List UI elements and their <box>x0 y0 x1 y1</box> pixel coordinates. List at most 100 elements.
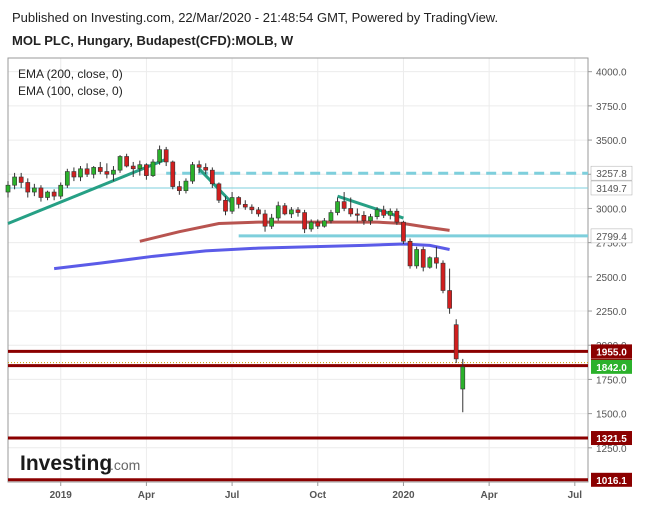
x-tick-label: Apr <box>481 490 498 501</box>
candle-body <box>341 201 347 209</box>
candle-body <box>203 167 209 171</box>
candle-body <box>453 324 459 360</box>
y-tick-label: 3750.0 <box>596 102 627 113</box>
candle-body <box>78 168 83 178</box>
level-label-box <box>590 180 633 196</box>
level-label-box <box>591 344 632 359</box>
candle-body <box>256 209 261 215</box>
candle-body <box>209 169 215 185</box>
x-tick-label: Apr <box>138 490 155 501</box>
candle-body <box>328 212 334 222</box>
candle-body <box>242 204 248 208</box>
candle-body <box>183 180 189 191</box>
level-label-box <box>590 228 633 244</box>
candle-body <box>295 209 301 213</box>
candle-body <box>374 209 380 217</box>
candle-body <box>38 187 44 198</box>
candle-body <box>190 164 195 182</box>
plot-area: 4000.03750.03500.03250.03000.02750.02500… <box>5 57 633 501</box>
candle-body <box>414 249 419 267</box>
candle-body <box>381 209 387 216</box>
y-tick-label: 2750.0 <box>596 239 627 250</box>
candle-body <box>262 213 268 227</box>
candle-body <box>32 187 37 193</box>
candle-body <box>223 199 228 212</box>
candle-body <box>163 149 169 163</box>
candle-body <box>170 161 176 187</box>
candle-body <box>84 168 90 175</box>
candle-body <box>130 165 136 170</box>
candle-body <box>71 171 77 178</box>
candle-body <box>460 366 466 390</box>
candle-body <box>18 176 24 183</box>
candle-body <box>335 201 340 213</box>
x-tick-label: 2019 <box>50 490 73 501</box>
candle-body <box>196 164 202 168</box>
candle-body <box>282 205 288 215</box>
plot-frame <box>7 57 589 483</box>
candle-body <box>407 240 413 267</box>
candle-body <box>25 182 31 193</box>
candle-body <box>137 164 143 170</box>
candle-body <box>315 221 321 227</box>
candle-body <box>124 156 129 167</box>
symbol-title: MOL PLC, Hungary, Budapest(CFD):MOLB, W <box>12 33 294 48</box>
y-tick-label: 1500.0 <box>596 410 627 421</box>
y-tick-label: 3500.0 <box>596 136 627 147</box>
candle-body <box>12 176 17 186</box>
candle-body <box>289 209 294 215</box>
level-label: 1321.5 <box>596 434 627 445</box>
level-label-box <box>591 472 632 487</box>
level-label: 1016.1 <box>596 476 627 487</box>
candle-body <box>64 171 70 186</box>
candle-body <box>91 167 97 175</box>
candle-body <box>387 210 393 216</box>
last-price-label: 1842.0 <box>596 363 627 374</box>
publish-info: Published on Investing.com, 22/Mar/2020 … <box>12 10 498 25</box>
level-label: 1955.0 <box>596 347 627 358</box>
y-tick-label: 4000.0 <box>596 68 627 79</box>
last-price-label-box <box>591 359 632 374</box>
legend-ema100: EMA (100, close, 0) <box>18 84 123 98</box>
x-tick-label: Oct <box>309 490 326 501</box>
candle-body <box>308 221 314 230</box>
x-tick-label: Jul <box>225 490 240 501</box>
candle-body <box>150 161 156 176</box>
candle-body <box>216 183 222 201</box>
candle-body <box>144 164 149 176</box>
svg-text:.com: .com <box>110 457 140 473</box>
y-tick-label: 2500.0 <box>596 273 627 284</box>
y-tick-label: 1750.0 <box>596 375 627 386</box>
candle-body <box>302 212 307 230</box>
candle-body <box>97 167 103 172</box>
candle-body <box>229 197 235 212</box>
candle-body <box>401 221 406 242</box>
candle-body <box>420 249 426 268</box>
candle-body <box>249 206 255 211</box>
investing-logo: Investing .com <box>20 452 140 475</box>
candle-body <box>45 191 50 198</box>
candle-body <box>177 186 182 191</box>
level-label: 3257.8 <box>596 169 627 180</box>
level-label-box <box>590 165 633 181</box>
trendline <box>198 167 234 205</box>
candle-body <box>5 184 11 193</box>
level-label-box <box>591 431 632 446</box>
x-tick-label: Jul <box>568 490 583 501</box>
candle-body <box>111 169 116 175</box>
candle-body <box>427 257 433 268</box>
candle-body <box>368 216 373 222</box>
candle-body <box>394 210 400 223</box>
candle-body <box>434 257 439 264</box>
candle-body <box>322 220 327 227</box>
svg-text:Investing: Investing <box>20 452 112 475</box>
candle-body <box>117 156 123 171</box>
candle-body <box>58 184 64 197</box>
candle-body <box>51 191 57 197</box>
candle-body <box>236 197 242 205</box>
candle-body <box>269 217 274 227</box>
candle-body <box>447 290 452 309</box>
y-tick-label: 2250.0 <box>596 307 627 318</box>
candle-body <box>361 214 367 222</box>
